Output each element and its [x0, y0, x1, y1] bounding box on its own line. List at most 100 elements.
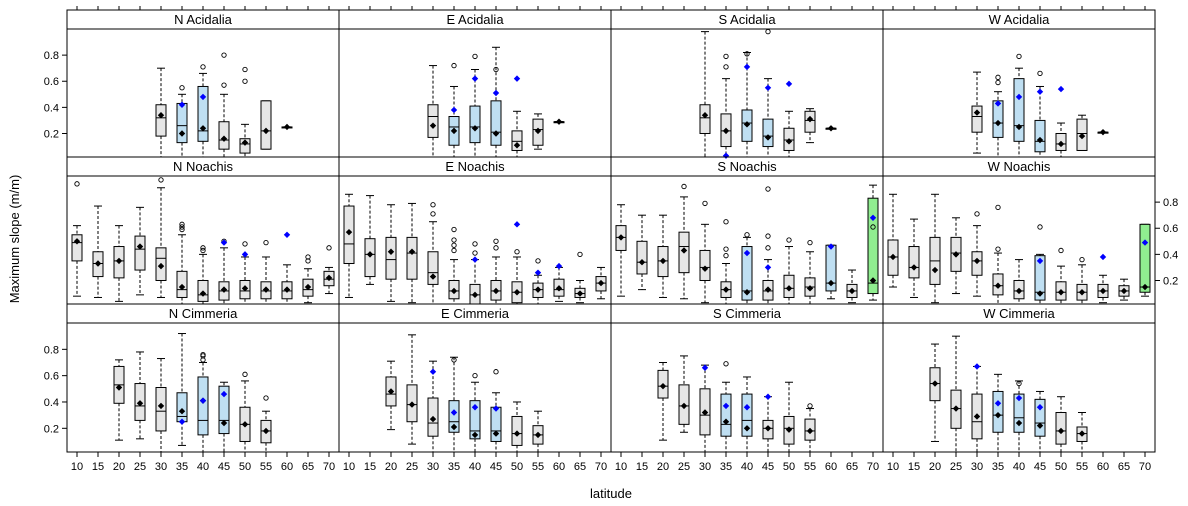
- mean-marker: [492, 430, 500, 437]
- x-tick-label: 65: [846, 461, 858, 473]
- box-lat-35: [448, 356, 460, 453]
- subset-mean-marker: [1099, 253, 1107, 261]
- outlier-point: [765, 245, 771, 251]
- panel-strip-label: S Cimmeria: [713, 306, 782, 321]
- x-tick-label: 20: [385, 461, 397, 473]
- subset-mean-marker: [701, 364, 709, 371]
- outlier-point: [765, 233, 771, 239]
- panel-n-noachis: [71, 177, 335, 305]
- subset-mean-marker: [764, 84, 772, 91]
- box-lat-45: [762, 186, 774, 305]
- panel-s-acidalia: [699, 28, 837, 159]
- subset-mean-marker: [513, 75, 521, 82]
- box-lat-55: [532, 113, 544, 150]
- mean-marker: [764, 425, 772, 432]
- outlier-point: [807, 239, 813, 246]
- box-lat-35: [720, 53, 732, 159]
- x-tick-label: 45: [490, 461, 502, 473]
- mean-marker: [178, 130, 186, 137]
- box-lat-60: [1097, 128, 1109, 136]
- subset-mean-marker: [1036, 88, 1044, 95]
- x-tick-label: 10: [615, 461, 627, 473]
- iqr-box: [699, 249, 711, 281]
- subset-mean-marker: [220, 390, 228, 398]
- box-lat-50: [511, 221, 523, 305]
- box-lat-60: [1097, 253, 1109, 304]
- panel-strip-label: E Acidalia: [446, 12, 504, 27]
- mean-marker: [471, 431, 479, 439]
- mean-marker: [241, 139, 249, 146]
- subset-mean-marker: [1036, 257, 1044, 265]
- x-tick-label: 40: [741, 461, 753, 473]
- outlier-point: [1016, 53, 1022, 60]
- iqr-box: [1034, 119, 1046, 153]
- box-lat-55: [532, 258, 544, 305]
- mean-marker: [638, 259, 646, 266]
- mean-marker: [806, 427, 814, 435]
- subset-mean-marker: [1015, 93, 1023, 101]
- outlier-point: [242, 371, 248, 377]
- mean-marker: [910, 264, 918, 271]
- iqr-box: [218, 121, 230, 150]
- box-lat-25: [678, 355, 690, 433]
- mean-marker: [931, 380, 939, 387]
- x-tick-label: 70: [1139, 461, 1151, 473]
- mean-marker: [408, 248, 416, 255]
- x-tick-label: 60: [553, 461, 565, 473]
- mean-marker: [450, 127, 458, 135]
- iqr-box: [176, 102, 188, 144]
- outlier-point: [242, 66, 248, 73]
- subset-mean-marker: [199, 397, 207, 404]
- subset-mean-marker: [178, 418, 186, 425]
- box-lat-25: [950, 335, 962, 453]
- iqr-box: [1013, 393, 1025, 433]
- iqr-box: [720, 393, 732, 437]
- outlier-point: [1016, 380, 1022, 387]
- mean-marker: [555, 118, 563, 125]
- x-tick-label: 50: [1055, 461, 1067, 473]
- mean-marker: [220, 135, 228, 142]
- outlier-point: [723, 53, 729, 60]
- box-lat-40: [741, 232, 753, 305]
- mean-marker: [220, 286, 228, 293]
- x-tick-label: 45: [762, 461, 774, 473]
- iqr-box: [490, 100, 502, 146]
- box-lat-65: [1118, 278, 1130, 301]
- mean-marker: [262, 286, 270, 293]
- subset-mean-marker: [764, 393, 772, 400]
- outlier-point: [451, 62, 457, 69]
- iqr-box: [469, 400, 481, 440]
- mean-marker: [220, 419, 228, 427]
- mean-marker: [680, 247, 688, 254]
- x-tick-label: 25: [134, 461, 146, 473]
- mean-marker: [1057, 289, 1065, 296]
- mean-marker: [869, 277, 877, 284]
- subset-mean-marker: [743, 249, 751, 257]
- subset-mean-marker: [764, 264, 772, 271]
- box-lat-35: [176, 333, 188, 446]
- subset-mean-marker: [492, 89, 500, 97]
- panel-strip-label: N Cimmeria: [169, 306, 238, 321]
- outlier-point: [200, 357, 206, 363]
- outlier-point: [451, 237, 457, 243]
- outlier-point: [577, 251, 583, 258]
- y-tick-label: 0.2: [1163, 275, 1178, 287]
- box-lat-25: [950, 217, 962, 295]
- mean-marker: [283, 123, 291, 131]
- mean-marker: [994, 411, 1002, 419]
- iqr-box: [427, 104, 439, 138]
- box-lat-35: [176, 85, 188, 158]
- mean-marker: [262, 127, 270, 135]
- mean-marker: [785, 138, 793, 145]
- outlier-point: [744, 51, 750, 57]
- iqr-box: [1034, 398, 1046, 437]
- outlier-point: [974, 211, 980, 217]
- outlier-point: [995, 74, 1001, 80]
- mean-marker: [136, 243, 144, 250]
- iqr-box: [699, 104, 711, 134]
- subset-mean-marker: [785, 80, 793, 88]
- box-lat-20: [385, 204, 397, 302]
- subset-mean-marker: [178, 101, 186, 108]
- box-lat-35: [720, 219, 732, 305]
- outlier-point: [765, 186, 771, 192]
